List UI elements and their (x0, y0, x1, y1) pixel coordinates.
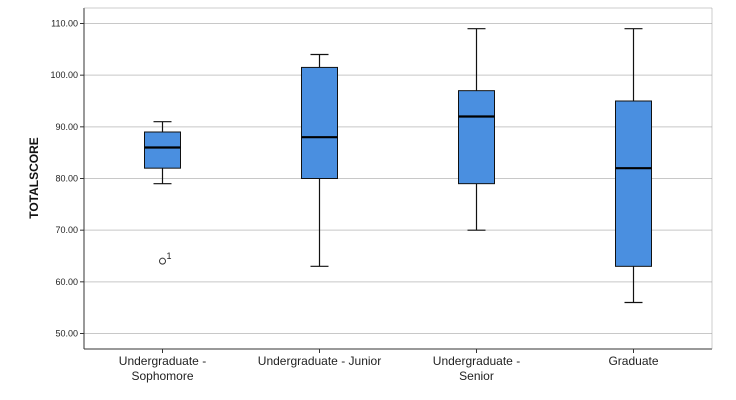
box-group (458, 28, 495, 231)
iqr-box (458, 90, 495, 185)
outlier-point (159, 257, 166, 265)
outlier-label: 1 (167, 251, 172, 261)
y-tick-label: 100.00 (50, 70, 78, 80)
x-category-label: Graduate (608, 354, 658, 368)
y-tick-label: 70.00 (55, 225, 78, 235)
y-tick-label: 90.00 (55, 122, 78, 132)
y-tick-label: 60.00 (55, 277, 78, 287)
box-layer: 1 (144, 28, 652, 304)
box-group (615, 28, 652, 304)
x-category-label-line2: Senior (459, 369, 494, 383)
y-tick-label: 80.00 (55, 174, 78, 184)
box-group: 1 (144, 121, 181, 265)
iqr-box (144, 131, 181, 169)
x-category-label: Undergraduate - Junior (258, 354, 381, 368)
iqr-box (615, 100, 652, 267)
x-category-label: Undergraduate - (119, 354, 206, 368)
iqr-box (301, 66, 338, 179)
box-group (301, 53, 338, 267)
y-tick-label: 50.00 (55, 329, 78, 339)
y-axis-title: TOTALSCORE (27, 137, 41, 219)
grid-layer (84, 23, 712, 334)
y-tick-label: 110.00 (51, 19, 78, 29)
y-tick-layer: 50.00 60.00 70.00 80.00 90.00 100.00 110.00 (50, 19, 84, 339)
x-category-label: Undergraduate - (433, 354, 520, 368)
x-category-label-line2: Sophomore (131, 369, 193, 383)
